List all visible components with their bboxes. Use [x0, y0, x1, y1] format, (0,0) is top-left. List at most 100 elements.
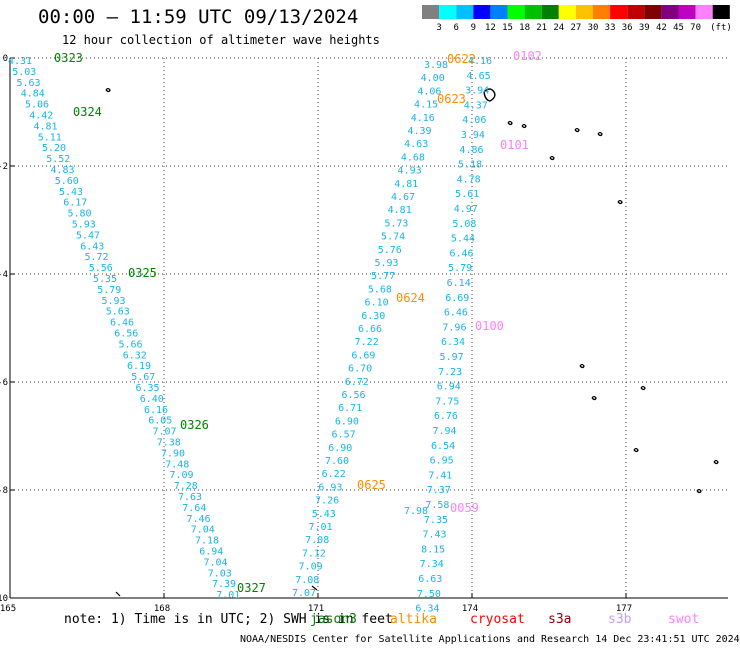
island-outline — [713, 459, 719, 465]
lon-tick-label: 174 — [462, 604, 478, 614]
wave-height-value: 6.34 — [441, 337, 465, 348]
legend-swatch — [490, 5, 508, 19]
wave-height-value: 6.72 — [345, 377, 369, 388]
island-outline — [617, 199, 623, 205]
wave-height-value: 6.05 — [148, 416, 172, 427]
legend-label: 36 — [622, 23, 633, 33]
wave-height-value: 6.14 — [447, 278, 471, 289]
wave-height-value: 7.50 — [417, 589, 441, 600]
satellite-legend-swot: swot — [668, 612, 700, 627]
wave-height-value: 4.68 — [401, 152, 425, 163]
altimeter-track: 7.98 — [404, 506, 428, 517]
legend-label: 15 — [502, 23, 513, 33]
wave-height-value: 5.77 — [371, 271, 395, 282]
wave-height-value: 6.66 — [358, 324, 382, 335]
wave-height-value: 5.63 — [16, 78, 40, 89]
island-outline — [597, 131, 603, 137]
legend-label: 45 — [673, 23, 684, 33]
wave-height-value: 5.72 — [84, 252, 108, 263]
lon-tick-label: 171 — [308, 604, 324, 614]
wave-height-value: 5.43 — [312, 509, 336, 520]
wave-height-value: 3.94 — [465, 86, 489, 97]
legend-swatch — [558, 5, 576, 19]
wave-height-value: 6.35 — [135, 383, 159, 394]
wave-height-value: 7.01 — [308, 522, 332, 533]
wave-height-value: 7.04 — [191, 525, 215, 536]
legend-swatch — [456, 5, 474, 19]
wave-height-value: 6.57 — [332, 430, 356, 441]
wave-height-value: 6.30 — [361, 311, 385, 322]
altimeter-tracks: 4.315.035.634.845.064.424.815.115.205.52… — [8, 49, 542, 615]
footer-credit: NOAA/NESDIS Center for Satellite Applica… — [240, 634, 740, 645]
wave-height-value: 5.52 — [46, 154, 70, 165]
legend-swatch — [541, 5, 559, 19]
wave-height-value: 4.31 — [8, 56, 32, 67]
wave-height-value: 6.43 — [80, 241, 104, 252]
lat-tick-label: -2 — [0, 162, 8, 172]
wave-height-value: 7.94 — [432, 426, 456, 437]
wave-height-value: 5.61 — [455, 189, 479, 200]
wave-height-value: 5.08 — [452, 219, 476, 230]
legend-label: 6 — [453, 23, 458, 33]
wave-height-value: 3.98 — [424, 60, 448, 71]
wave-height-value: 7.09 — [169, 470, 193, 481]
wave-height-value: 5.93 — [101, 296, 125, 307]
pass-time-label: 0100 — [475, 319, 504, 333]
wave-height-value: 4.42 — [29, 111, 53, 122]
island-outline — [549, 155, 555, 161]
wave-height-value: 5.44 — [451, 234, 475, 245]
island-outline — [574, 127, 580, 133]
wave-height-value: 6.76 — [434, 411, 458, 422]
island-outline — [483, 88, 496, 102]
wave-height-value: 5.63 — [106, 307, 130, 318]
satellite-legend-cryosat: cryosat — [470, 612, 525, 627]
wave-height-value: 6.71 — [338, 403, 362, 414]
legend-label: 33 — [605, 23, 616, 33]
legend-label: 42 — [656, 23, 667, 33]
satellite-legend-altika: altika — [390, 612, 437, 627]
wave-height-value: 6.46 — [444, 308, 468, 319]
wave-height-value: 3.94 — [461, 130, 485, 141]
satellite-legend-s3a: s3a — [548, 612, 572, 627]
wave-height-value: 7.75 — [435, 396, 459, 407]
pass-time-label: 0623 — [437, 92, 466, 106]
wave-height-value: 5.97 — [440, 352, 464, 363]
pass-time-label: 0625 — [357, 478, 386, 492]
wave-height-value: 4.16 — [468, 56, 492, 67]
lon-tick-label: 168 — [154, 604, 170, 614]
pass-time-label: 0326 — [180, 418, 209, 432]
island-outline — [115, 591, 121, 597]
wave-height-value: 6.16 — [144, 405, 168, 416]
wave-height-value: 4.39 — [407, 126, 431, 137]
wave-height-value: 7.23 — [438, 367, 462, 378]
legend-swatch — [593, 5, 611, 19]
wave-height-value: 4.86 — [459, 145, 483, 156]
wave-height-value: 6.70 — [348, 364, 372, 375]
wave-height-value: 7.01 — [216, 590, 240, 601]
wave-height-value: 6.22 — [322, 469, 346, 480]
wave-height-value: 7.04 — [203, 557, 227, 568]
wave-height-value: 4.37 — [464, 100, 488, 111]
wave-height-value: 5.76 — [378, 245, 402, 256]
wave-height-value: 6.56 — [114, 329, 138, 340]
wave-height-value: 5.56 — [89, 263, 113, 274]
island-outlines — [105, 87, 719, 597]
altimeter-track: 3.98 4.00 4.06 4.15 4.16 4.39 4.63 4.68 4.93 4.81… — [292, 52, 476, 599]
island-outline — [507, 120, 513, 126]
wave-height-value: 6.34 — [415, 604, 439, 615]
legend-swatch — [695, 5, 713, 19]
chart-subtitle: 12 hour collection of altimeter wave hei… — [62, 33, 380, 47]
wave-height-value: 7.03 — [208, 568, 232, 579]
legend-label: 27 — [570, 23, 581, 33]
wave-height-value: 7.28 — [174, 481, 198, 492]
legend-swatch — [524, 5, 542, 19]
legend-label: 9 — [471, 23, 476, 33]
wave-height-value: 4.97 — [454, 204, 478, 215]
wave-height-value: 6.17 — [63, 198, 87, 209]
wave-height-value: 5.66 — [118, 339, 142, 350]
lat-tick-label: -8 — [0, 486, 8, 496]
wave-height-value: 5.18 — [458, 160, 482, 171]
map-grid: 0 -2 -4 -6 -8 -10165 168 171 174 177 — [0, 54, 728, 614]
wave-height-value: 7.26 — [315, 496, 339, 507]
